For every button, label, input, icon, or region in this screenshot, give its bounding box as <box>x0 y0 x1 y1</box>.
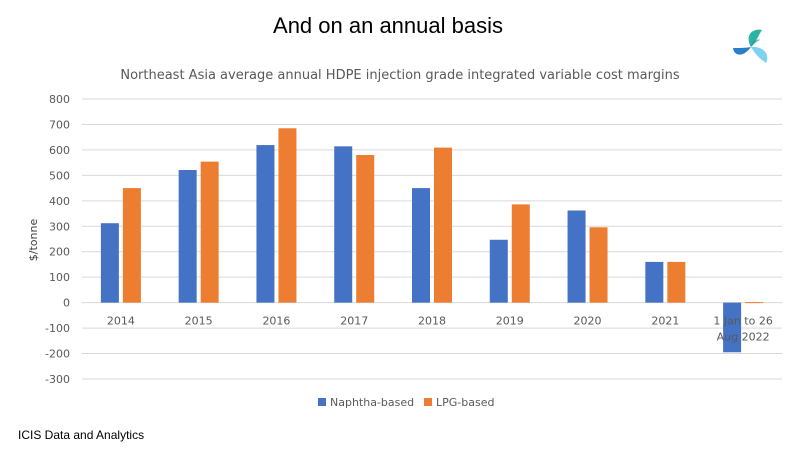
x-tick-label: 2015 <box>185 315 213 328</box>
x-tick-label: 2016 <box>262 315 290 328</box>
legend-label: Naphtha-based <box>330 396 414 409</box>
y-tick-label: -300 <box>45 373 70 386</box>
bar-naphtha <box>723 302 742 353</box>
bar-naphtha <box>489 239 508 303</box>
bar-lpg <box>122 188 141 303</box>
footer-source: ICIS Data and Analytics <box>18 428 145 442</box>
y-tick-label: 200 <box>49 246 70 259</box>
bar-lpg <box>511 204 530 303</box>
bar-naphtha <box>178 170 197 303</box>
slide-title: And on an annual basis <box>273 13 503 38</box>
legend-label: LPG-based <box>436 396 494 409</box>
bar-lpg <box>589 227 608 303</box>
bar-lpg <box>356 155 375 303</box>
legend: Naphtha-based LPG-based <box>318 396 494 409</box>
x-tick-label: 2014 <box>107 315 135 328</box>
x-axis-ticks: 2014 2015 2016 2017 2018 2019 2020 2021 1 Jan to… <box>107 315 773 344</box>
gridlines <box>82 98 782 380</box>
bar-naphtha <box>334 146 353 303</box>
x-tick-label: 1 Jan to 26 <box>713 315 773 328</box>
icis-logo-icon <box>733 29 768 63</box>
y-axis-ticks: -300 -200 -100 0 100 200 300 400 500 600 700 800 <box>45 93 70 386</box>
bar-naphtha <box>645 261 664 303</box>
bar-lpg <box>434 147 452 303</box>
y-tick-label: 700 <box>49 118 70 131</box>
legend-swatch-naphtha <box>318 398 326 406</box>
bar-lpg <box>278 128 297 303</box>
bar-naphtha <box>100 223 119 303</box>
y-tick-label: 800 <box>49 93 70 106</box>
bar-naphtha <box>256 145 275 303</box>
y-tick-label: 300 <box>49 220 70 233</box>
legend-swatch-lpg <box>424 398 432 406</box>
y-tick-label: -100 <box>45 322 70 335</box>
x-tick-label: Aug 2022 <box>717 331 770 344</box>
y-tick-label: 0 <box>63 297 70 310</box>
bars <box>100 128 764 353</box>
y-tick-label: 400 <box>49 195 70 208</box>
y-tick-label: 600 <box>49 144 70 157</box>
x-tick-label: 2020 <box>574 315 602 328</box>
bar-lpg <box>745 302 764 304</box>
chart-title: Northeast Asia average annual HDPE injec… <box>120 68 680 83</box>
x-tick-label: 2017 <box>340 315 368 328</box>
x-tick-label: 2019 <box>496 315 524 328</box>
y-axis-label: $/tonne <box>27 219 40 262</box>
bar-naphtha <box>412 188 430 303</box>
x-tick-label: 2018 <box>418 315 446 328</box>
y-tick-label: 500 <box>49 169 70 182</box>
bar-lpg <box>200 161 219 303</box>
y-tick-label: 100 <box>49 271 70 284</box>
y-tick-label: -200 <box>45 348 70 361</box>
bar-naphtha <box>567 210 586 303</box>
bar-lpg <box>667 261 686 303</box>
x-tick-label: 2021 <box>651 315 679 328</box>
